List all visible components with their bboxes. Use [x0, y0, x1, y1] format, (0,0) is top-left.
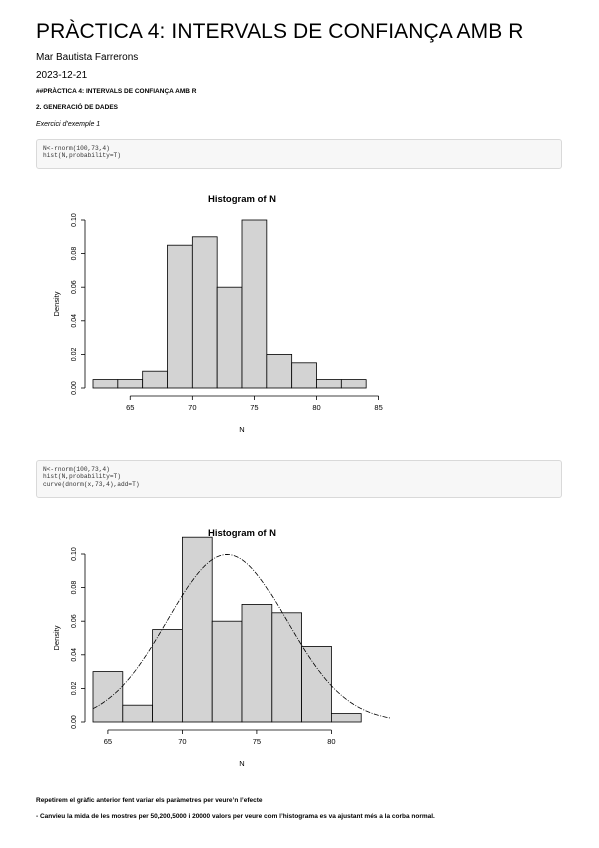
y-tick-label: 0.04: [71, 314, 78, 328]
paragraph: Repetirem el gràfic anterior fent variar…: [36, 797, 263, 804]
histogram-bar: [92, 379, 119, 389]
histogram-bar: [167, 244, 193, 389]
histogram-bar: [211, 620, 243, 723]
histogram-bar: [340, 379, 367, 389]
code-line: N<-rnorm(100,73,4): [43, 466, 110, 473]
histogram-chart-2: Histogram of N 65 70 75 80 N 0.00 0.02 0.04 0.06 0…: [52, 528, 392, 768]
y-tick-label: 0.02: [71, 681, 78, 695]
section-heading: ##PRÀCTICA 4: INTERVALS DE CONFIANÇA AMB…: [36, 88, 197, 95]
y-tick-label: 0.10: [71, 213, 78, 227]
x-tick-label: 70: [188, 403, 196, 412]
code-block-1[interactable]: N<-rnorm(100,73,4) hist(N,probability=T): [36, 139, 562, 169]
date: 2023-12-21: [36, 70, 88, 81]
histogram-bar: [291, 362, 317, 389]
histogram-bar: [191, 236, 218, 389]
y-tick-label: 0.10: [71, 547, 78, 561]
x-tick-label: 75: [250, 403, 258, 412]
y-tick-label: 0.00: [71, 381, 78, 395]
subsection-heading: 2. GENERACIÓ DE DADES: [36, 104, 118, 111]
paragraph: - Canvieu la mida de les mostres per 50,…: [36, 813, 435, 820]
y-tick-label: 0.08: [71, 247, 78, 261]
x-axis-label: N: [239, 759, 244, 768]
histogram-bar: [216, 286, 243, 389]
y-tick-label: 0.02: [71, 347, 78, 361]
y-tick-label: 0.04: [71, 648, 78, 662]
y-tick-label: 0.06: [71, 614, 78, 628]
code-line: hist(N,probability=T): [43, 152, 121, 160]
histogram-bar: [271, 612, 303, 723]
y-axis-label: Density: [52, 291, 61, 316]
histogram-bar: [241, 219, 268, 389]
histogram-bar: [142, 370, 168, 389]
x-axis-label: N: [239, 425, 244, 434]
chart-title: Histogram of N: [208, 528, 276, 539]
chart-title: Histogram of N: [208, 194, 276, 205]
author: Mar Bautista Farrerons: [36, 52, 139, 63]
histogram-bar: [301, 645, 332, 723]
example-label: Exercici d’exemple 1: [36, 121, 101, 128]
density-curve: [92, 554, 392, 719]
y-tick-label: 0.08: [71, 581, 78, 595]
x-tick-label: 80: [312, 403, 320, 412]
histogram-bar: [92, 671, 124, 723]
y-tick-label: 0.00: [71, 715, 78, 729]
code-block-2[interactable]: N<-rnorm(100,73,4) hist(N,probability=T)…: [36, 460, 562, 498]
histogram-bar: [122, 704, 154, 723]
histogram-bar: [117, 379, 144, 389]
histogram-bar: [316, 379, 342, 389]
histogram-bar: [152, 629, 183, 723]
histogram-bar: [181, 536, 213, 723]
x-tick-label: 75: [253, 737, 261, 746]
x-tick-label: 80: [327, 737, 335, 746]
code-line: curve(dnorm(x,73,4),add=T): [43, 480, 140, 488]
x-tick-label: 65: [104, 737, 112, 746]
code-line: N<-rnorm(100,73,4): [43, 145, 110, 152]
histogram-chart-1: Histogram of N 65 70 75 80 85 N 0.00 0.02 0.04 0.0…: [52, 194, 383, 434]
histogram-bar: [266, 353, 293, 389]
y-tick-label: 0.06: [71, 280, 78, 294]
page-title: PRÀCTICA 4: INTERVALS DE CONFIANÇA AMB R: [36, 20, 524, 43]
histogram-bar: [330, 713, 362, 723]
x-tick-label: 85: [374, 403, 382, 412]
code-line: hist(N,probability=T): [43, 473, 121, 481]
histogram-bar: [241, 604, 273, 723]
y-axis-label: Density: [52, 625, 61, 650]
x-tick-label: 70: [178, 737, 186, 746]
x-tick-label: 65: [126, 403, 134, 412]
